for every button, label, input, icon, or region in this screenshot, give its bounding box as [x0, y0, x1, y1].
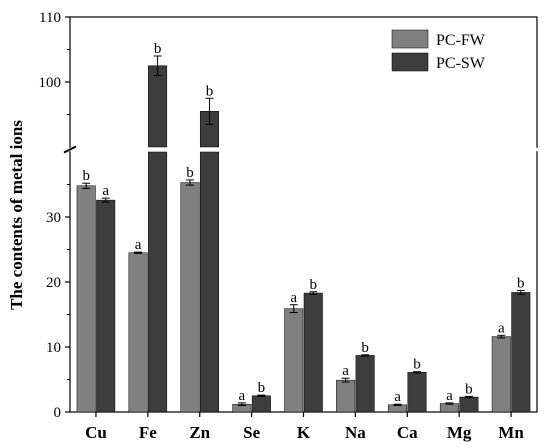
x-tick-label: Ca — [397, 423, 418, 442]
significance-label: b — [413, 357, 421, 373]
y-axis-title: The contents of metal ions — [7, 120, 26, 310]
significance-label: a — [239, 388, 246, 404]
significance-label: a — [498, 320, 505, 336]
legend-label: PC-FW — [436, 32, 486, 49]
significance-label: a — [102, 183, 109, 199]
x-tick-label: Se — [243, 423, 260, 442]
bar-pc-sw-lower — [199, 151, 219, 413]
bar-pc-sw — [251, 395, 271, 413]
bar-pc-sw — [148, 65, 168, 148]
bar-pc-sw — [303, 292, 323, 413]
significance-label: b — [186, 165, 194, 181]
bar-pc-sw — [355, 355, 375, 413]
x-tick-label: Cu — [85, 423, 107, 442]
bar-pc-fw — [336, 379, 356, 413]
legend-swatch — [391, 29, 429, 49]
significance-label: b — [310, 277, 318, 293]
axis-break-mark — [63, 146, 77, 154]
significance-label: a — [446, 388, 453, 404]
legend: PC-FW PC-SW — [391, 29, 486, 72]
significance-label: b — [154, 41, 162, 57]
axis-break-gap — [67, 147, 540, 152]
significance-label: b — [206, 83, 214, 99]
x-tick-label: Mn — [498, 423, 524, 442]
legend-label: PC-SW — [436, 55, 486, 72]
legend-swatch — [391, 52, 429, 72]
y-tick-label: 30 — [46, 210, 61, 226]
significance-label: a — [394, 389, 401, 405]
bar-pc-fw — [284, 308, 304, 413]
bar-pc-sw — [96, 199, 116, 413]
bar-pc-fw — [128, 252, 148, 413]
y-tick-label: 10 — [46, 340, 61, 356]
x-tick-label: Mg — [447, 423, 472, 442]
bar-pc-sw-lower — [148, 151, 168, 413]
bar-pc-sw — [511, 292, 531, 413]
x-tick-label: Zn — [189, 423, 210, 442]
bar-pc-fw — [180, 182, 200, 413]
bar-pc-fw — [491, 336, 511, 413]
significance-label: b — [517, 275, 525, 291]
x-tick-label: Fe — [139, 423, 157, 442]
y-tick-label: 100 — [39, 75, 62, 91]
y-tick-label: 110 — [39, 10, 61, 26]
bar-pc-sw — [407, 372, 427, 413]
bar-pc-fw — [76, 185, 96, 413]
significance-label: b — [82, 168, 90, 184]
significance-label: a — [342, 363, 349, 379]
x-tick-label: Na — [345, 423, 366, 442]
significance-label: b — [258, 380, 266, 396]
x-tick-label: K — [297, 423, 311, 442]
y-tick-label: 20 — [46, 275, 61, 291]
bar-pc-fw — [439, 403, 459, 413]
significance-label: a — [135, 237, 142, 253]
y-tick-label: 0 — [54, 405, 62, 421]
axis-break-mark — [63, 145, 77, 153]
significance-label: b — [361, 340, 369, 356]
significance-label: a — [290, 290, 297, 306]
bar-pc-sw — [459, 396, 479, 413]
significance-label: b — [465, 381, 473, 397]
